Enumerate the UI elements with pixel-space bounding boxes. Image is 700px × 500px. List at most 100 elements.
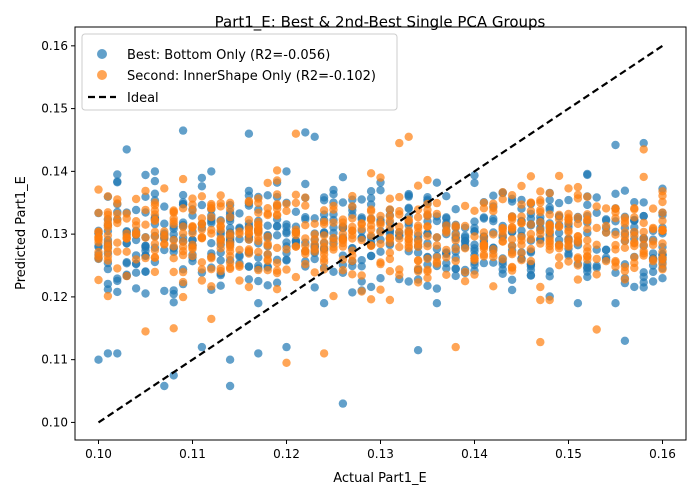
data-point (103, 264, 113, 274)
data-point (319, 242, 329, 252)
data-point (244, 275, 254, 284)
data-point (432, 216, 442, 226)
data-point (554, 228, 564, 237)
data-point (291, 242, 301, 251)
data-point (329, 218, 338, 227)
data-point (188, 206, 197, 215)
data-point (272, 166, 282, 175)
data-point (169, 324, 178, 333)
ideal-line (97, 44, 664, 424)
data-point (197, 200, 207, 210)
data-point (301, 201, 310, 210)
data-point (489, 191, 498, 200)
data-point (366, 221, 376, 230)
data-point (583, 210, 592, 219)
data-point (319, 231, 329, 240)
data-point (489, 207, 498, 216)
data-point (564, 235, 573, 244)
data-point (169, 267, 178, 277)
chart-title: Part1_E: Best & 2nd-Best Single PCA Grou… (215, 13, 546, 32)
data-point (254, 228, 263, 237)
data-point (169, 289, 178, 299)
data-point (348, 226, 357, 235)
data-point (357, 271, 366, 280)
data-point (338, 236, 348, 245)
data-point (658, 197, 667, 207)
data-point (592, 240, 601, 249)
data-point (150, 267, 160, 277)
data-point (282, 245, 291, 254)
data-point (254, 265, 263, 275)
data-point (620, 186, 630, 195)
data-point (517, 218, 526, 228)
data-point (122, 259, 131, 268)
data-point (197, 258, 207, 267)
data-point (554, 244, 564, 253)
data-point (272, 278, 282, 287)
data-point (272, 243, 282, 253)
data-point (207, 252, 216, 262)
data-point (103, 192, 113, 201)
data-point (225, 198, 235, 207)
data-point (376, 258, 385, 267)
data-point (263, 241, 272, 250)
data-point (160, 381, 169, 391)
data-point (169, 298, 178, 307)
series-second-points (94, 129, 667, 367)
data-point (395, 242, 404, 252)
data-point (413, 213, 423, 222)
data-point (301, 249, 310, 259)
data-point (620, 262, 630, 272)
data-point (310, 132, 319, 141)
data-point (282, 199, 291, 209)
data-point (630, 253, 639, 262)
data-point (611, 268, 620, 277)
data-point (197, 276, 207, 285)
data-point (620, 243, 630, 252)
data-point (366, 295, 376, 304)
data-point (507, 242, 517, 251)
data-point (583, 200, 592, 210)
data-point (150, 246, 160, 255)
data-point (498, 195, 507, 204)
data-point (583, 252, 592, 261)
data-point (272, 231, 282, 240)
data-point (113, 199, 122, 208)
data-point (103, 243, 113, 252)
data-point (263, 232, 272, 241)
data-point (423, 193, 432, 202)
data-point (310, 230, 319, 239)
data-point (507, 225, 517, 234)
data-point (301, 215, 310, 224)
data-point (395, 207, 404, 216)
data-point (573, 194, 583, 203)
data-point (338, 399, 348, 408)
data-point (131, 221, 141, 230)
data-point (291, 207, 301, 216)
data-point (263, 221, 272, 230)
data-point (620, 213, 630, 222)
data-point (131, 255, 141, 264)
data-point (592, 270, 601, 279)
data-point (216, 222, 225, 231)
data-point (244, 196, 254, 206)
data-point (648, 204, 658, 213)
data-point (460, 277, 470, 286)
data-point (564, 257, 573, 266)
data-point (338, 242, 348, 251)
data-point (507, 248, 517, 257)
data-point (639, 138, 648, 148)
data-point (216, 191, 225, 200)
data-point (479, 244, 489, 253)
data-point (103, 349, 113, 358)
data-point (263, 281, 272, 290)
data-point (611, 240, 620, 250)
data-point (357, 262, 366, 271)
data-point (479, 214, 489, 223)
data-point (517, 200, 526, 209)
data-point (169, 207, 178, 216)
data-point (630, 198, 639, 207)
data-point (564, 226, 573, 235)
data-point (611, 140, 620, 150)
legend: Best: Bottom Only (R2=-0.056) Second: In… (81, 33, 398, 111)
